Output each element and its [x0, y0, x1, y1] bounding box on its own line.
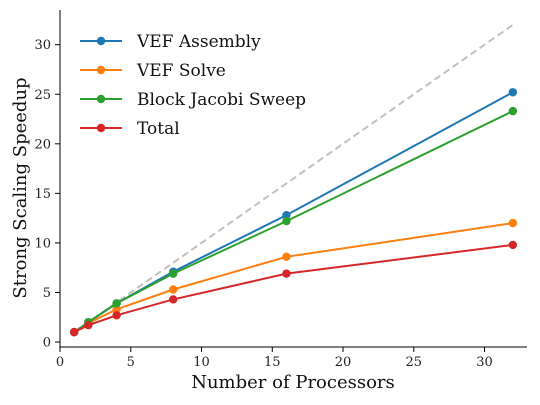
x-axis-label: Number of Processors — [191, 372, 395, 393]
series-line — [73, 222, 513, 333]
ideal-scaling-line — [73, 24, 514, 333]
x-tick-label: 20 — [335, 355, 352, 370]
series-4 — [69, 240, 518, 337]
legend-marker — [96, 123, 106, 133]
data-point — [508, 218, 518, 228]
y-tick-label: 10 — [34, 236, 51, 251]
x-tick-label: 0 — [56, 355, 64, 370]
legend-label: Block Jacobi Sweep — [137, 90, 306, 110]
data-point — [169, 285, 178, 294]
data-point — [169, 295, 178, 304]
data-point — [84, 320, 93, 330]
legend-label: Total — [137, 119, 180, 139]
data-point — [169, 269, 178, 278]
data-point — [508, 106, 518, 116]
data-point — [69, 327, 79, 337]
y-tick-label: 0 — [43, 336, 51, 351]
legend-marker — [96, 65, 106, 75]
series-line — [73, 110, 514, 333]
axes: 0 5 10 15 20 25 30 0 5 10 15 20 25 30 — [34, 10, 527, 370]
data-point — [282, 252, 291, 262]
y-tick-label: 25 — [34, 88, 51, 103]
x-tick-label: 10 — [193, 355, 210, 370]
data-point — [112, 311, 121, 320]
series-line — [73, 243, 513, 334]
data-point — [282, 216, 291, 226]
legend-label: VEF Solve — [136, 61, 226, 81]
x-tick-label: 25 — [406, 355, 423, 370]
data-point — [282, 269, 291, 278]
y-tick-label: 20 — [34, 137, 51, 152]
data-point — [282, 210, 291, 220]
x-tick-label: 15 — [264, 355, 281, 370]
y-tick-label: 5 — [43, 286, 51, 301]
y-tick-label: 30 — [34, 38, 51, 53]
legend-marker — [96, 94, 106, 104]
series-group — [69, 88, 518, 337]
legend-marker — [96, 36, 106, 46]
data-point — [112, 305, 121, 314]
data-point — [112, 299, 121, 308]
series-2 — [69, 218, 518, 337]
data-point — [508, 88, 518, 97]
y-tick-label: 15 — [34, 187, 51, 202]
legend-label: VEF Assembly — [136, 32, 261, 52]
x-tick-label: 30 — [476, 355, 493, 370]
data-point — [508, 240, 518, 250]
y-axis-label: Strong Scaling Speedup — [10, 77, 31, 298]
legend: VEF Assembly VEF Solve Block Jacobi Sweep T… — [80, 32, 306, 139]
x-tick-label: 5 — [127, 355, 135, 370]
ideal-scaling-dashed-line — [73, 24, 514, 333]
